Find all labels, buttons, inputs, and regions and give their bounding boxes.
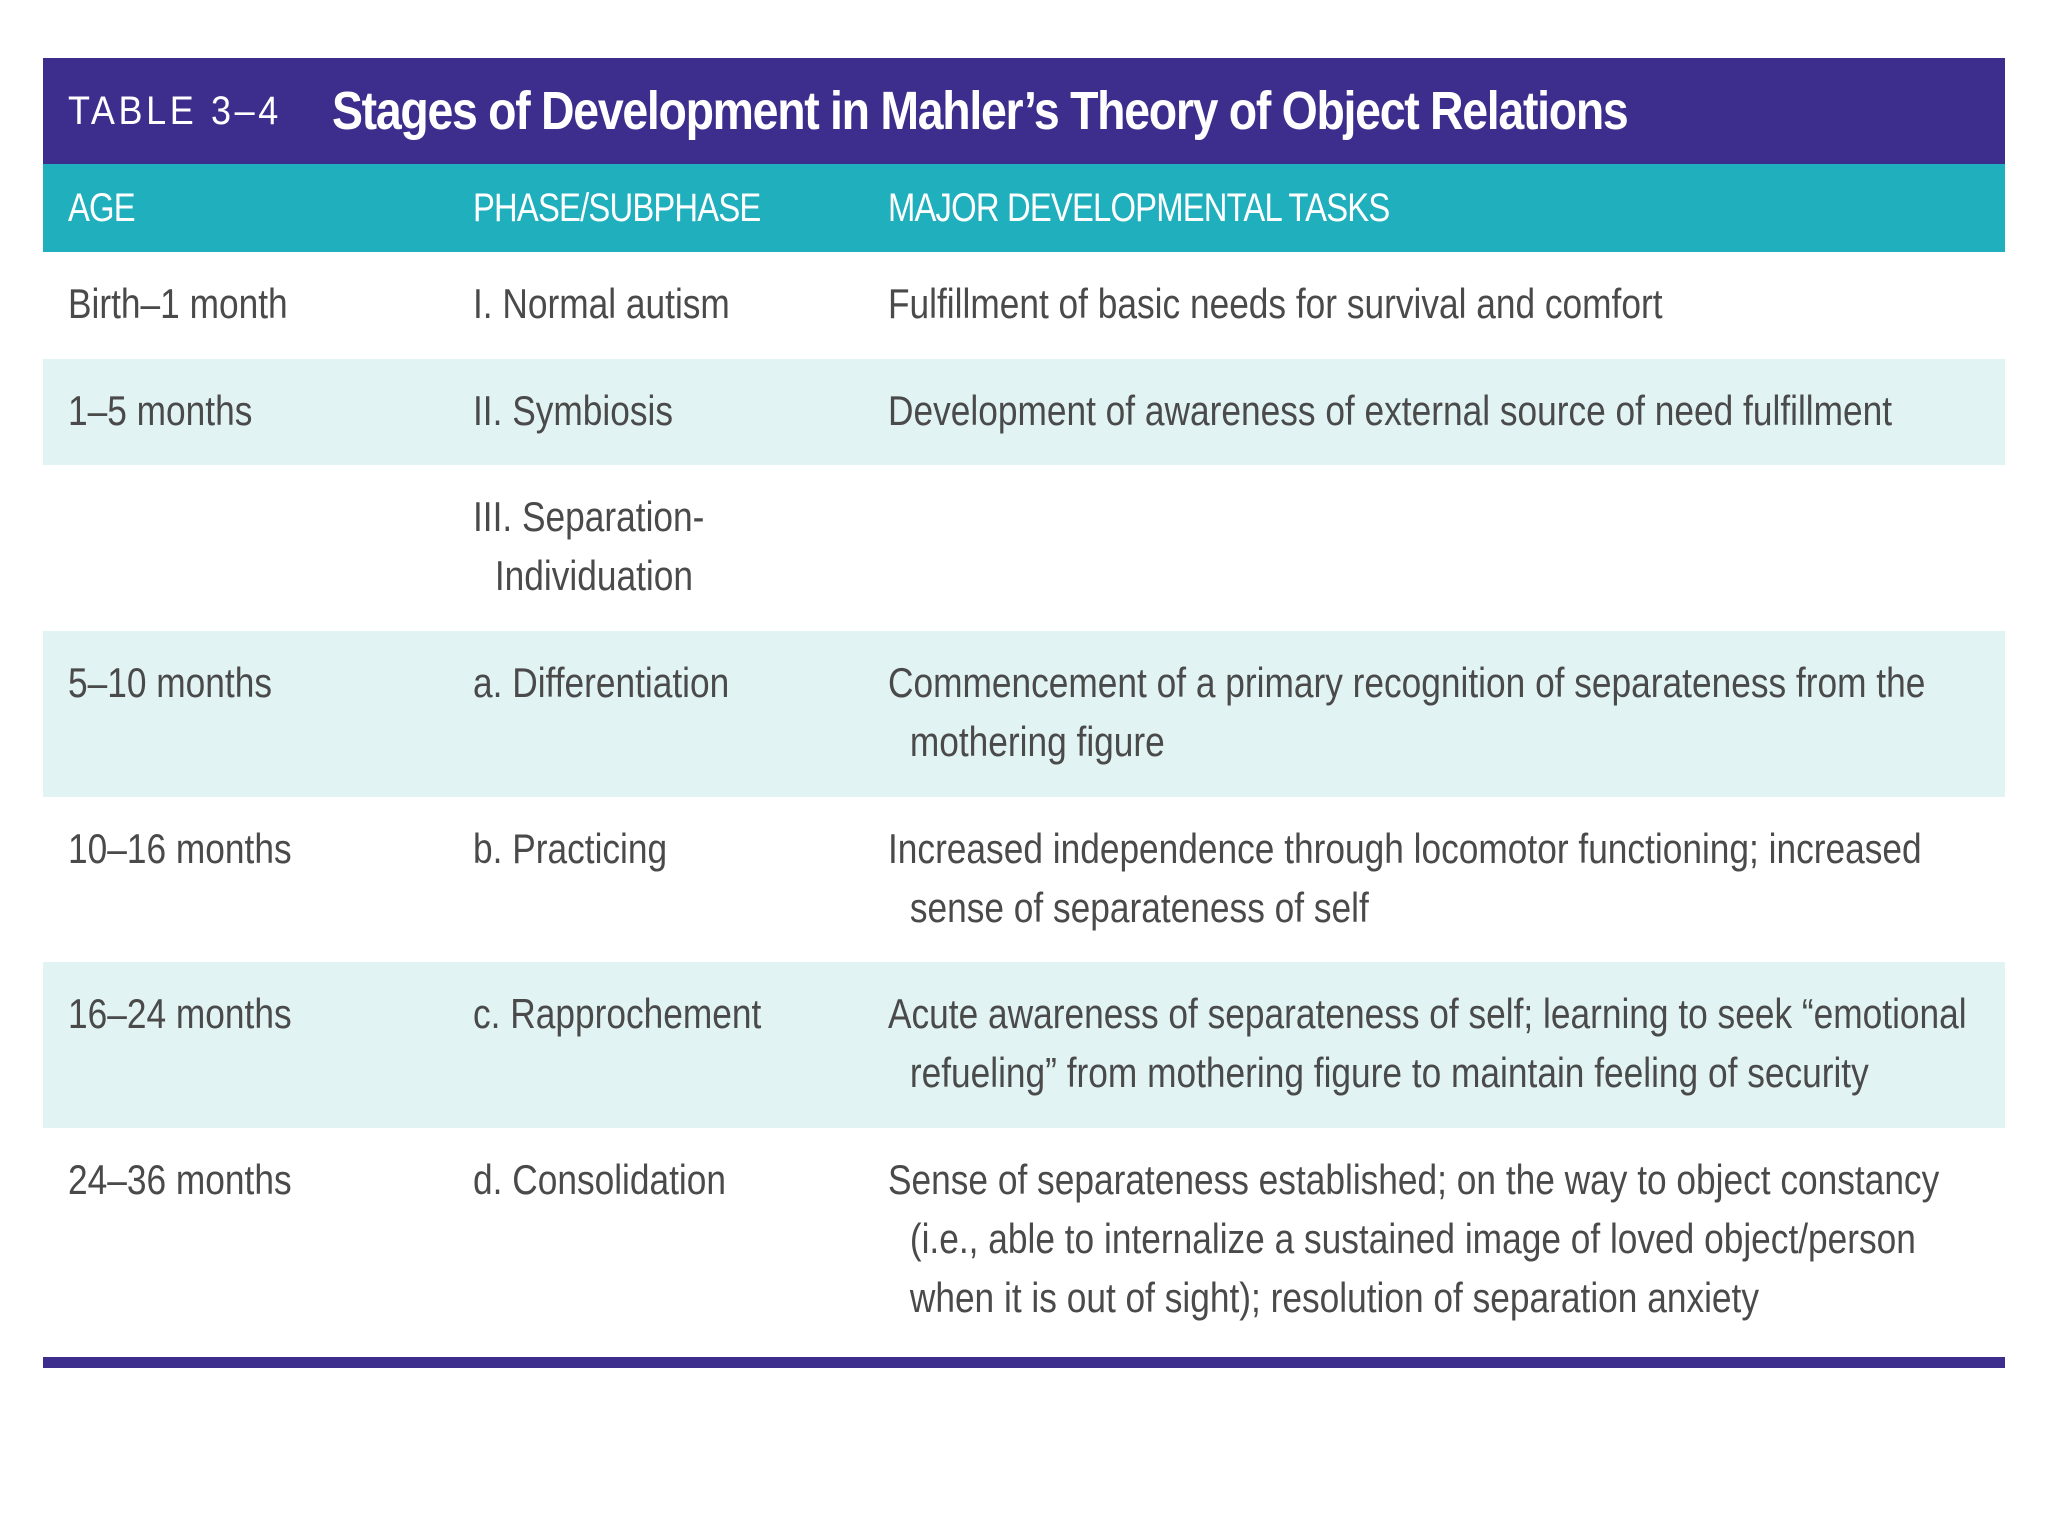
cell-phase: b. Practicing (473, 825, 668, 872)
table-label: TABLE 3–4 (68, 88, 282, 133)
cell-age: Birth–1 month (68, 280, 288, 327)
table-row: III. Separation- Individuation (43, 465, 2005, 631)
cell-phase: d. Consolidation (473, 1156, 727, 1203)
table-title: Stages of Development in Mahler’s Theory… (331, 81, 1629, 141)
header-tasks: MAJOR DEVELOPMENTAL TASKS (888, 185, 1390, 230)
cell-tasks: Fulfillment of basic needs for survival … (888, 280, 1663, 327)
cell-age (43, 487, 473, 546)
cell-tasks: Sense of separateness established; on th… (888, 1156, 1940, 1321)
cell-tasks: Commencement of a primary recognition of… (888, 659, 1926, 765)
table-row: 16–24 months c. Rapprochement Acute awaren… (43, 962, 2005, 1128)
cell-phase: III. Separation- Individuation (473, 493, 705, 599)
cell-tasks (888, 487, 2005, 546)
cell-phase: II. Symbiosis (473, 387, 673, 434)
table-row: 24–36 months d. Consolidation Sense of sep… (43, 1128, 2005, 1357)
cell-age: 24–36 months (68, 1156, 292, 1203)
cell-tasks: Acute awareness of separateness of self;… (888, 990, 1967, 1096)
table-body: Birth–1 month I. Normal autism Fulfillment… (43, 252, 2005, 1357)
table-title-bar: TABLE 3–4 Stages of Development in Mahle… (43, 58, 2005, 164)
cell-phase: c. Rapprochement (473, 990, 762, 1037)
table-row: Birth–1 month I. Normal autism Fulfillment… (43, 252, 2005, 359)
cell-phase: a. Differentiation (473, 659, 730, 706)
table-row: 5–10 months a. Differentiation Commencemen… (43, 631, 2005, 797)
table-bottom-rule (43, 1357, 2005, 1368)
table-row: 1–5 months II. Symbiosis Development of aw… (43, 359, 2005, 465)
cell-age: 5–10 months (68, 659, 272, 706)
table-row: 10–16 months b. Practicing Increased indep… (43, 797, 2005, 962)
table-header-row: AGE PHASE/SUBPHASE MAJOR DEVELOPMENTAL T… (43, 164, 2005, 252)
cell-tasks: Increased independence through locomotor… (888, 825, 1922, 931)
header-phase: PHASE/SUBPHASE (473, 185, 761, 230)
cell-age: 10–16 months (68, 825, 292, 872)
header-age: AGE (68, 185, 136, 230)
mahler-stages-table: TABLE 3–4 Stages of Development in Mahle… (43, 58, 2005, 1368)
cell-phase: I. Normal autism (473, 280, 730, 327)
cell-age: 1–5 months (68, 387, 253, 434)
cell-tasks: Development of awareness of external sou… (888, 387, 1893, 434)
cell-age: 16–24 months (68, 990, 292, 1037)
